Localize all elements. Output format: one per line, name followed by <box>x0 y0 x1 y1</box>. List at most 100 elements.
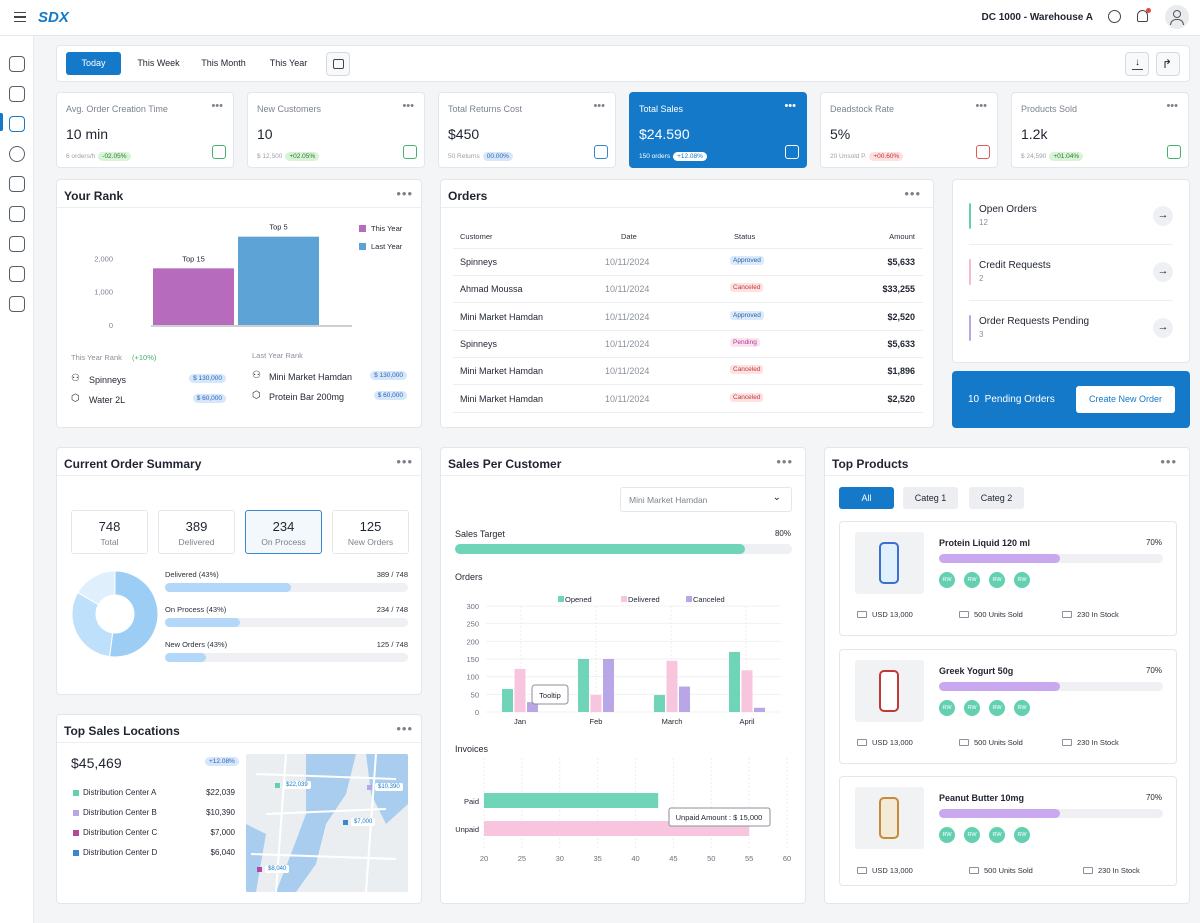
rank-bar[interactable] <box>238 236 319 325</box>
arrow-right-icon[interactable]: → <box>1153 318 1173 338</box>
map-pin[interactable]: $7,000 <box>343 818 376 826</box>
checklist-icon[interactable] <box>9 176 25 192</box>
more-icon[interactable]: ••• <box>1160 454 1177 469</box>
download-button[interactable]: ↓ <box>1125 52 1149 76</box>
location-row[interactable]: Distribution Center A $22,039 <box>73 788 235 800</box>
map-pin[interactable]: $10,390 <box>367 783 403 791</box>
product-card[interactable]: Peanut Butter 10mg 70% RW RW RW RW USD 13,000 5… <box>839 776 1177 886</box>
search-icon[interactable] <box>1108 10 1121 23</box>
customer-select[interactable]: Mini Market Hamdan ⌄ <box>620 487 792 512</box>
kpi-value: 10 <box>257 126 273 142</box>
more-icon[interactable]: ••• <box>396 721 413 736</box>
kpi-card-total-sales[interactable]: Total Sales ••• $24.590 150 orders +12.08… <box>629 92 807 168</box>
summary-on-process[interactable]: 234 On Process <box>245 510 322 554</box>
invoice-bar[interactable] <box>484 793 659 808</box>
orders-bar[interactable] <box>729 651 740 712</box>
more-icon[interactable]: ••• <box>904 186 921 201</box>
bell-icon[interactable] <box>1137 8 1151 22</box>
arrow-right-icon[interactable]: → <box>1153 206 1173 226</box>
table-row[interactable]: Ahmad Moussa 10/11/2024 Canceled $33,255 <box>453 276 923 304</box>
table-row[interactable]: Spinneys 10/11/2024 Pending $5,633 <box>453 331 923 358</box>
more-icon[interactable]: ••• <box>1166 100 1178 112</box>
more-icon[interactable]: ••• <box>776 454 793 469</box>
quick-link-order-requests[interactable]: Order Requests Pending 3 <box>969 315 1179 343</box>
sales-map[interactable]: $22,039 $10,390 $7,000 $8,040 <box>246 754 408 892</box>
analytics-icon[interactable] <box>9 116 25 132</box>
location-row[interactable]: Distribution Center B $10,390 <box>73 808 235 820</box>
home-icon[interactable] <box>9 56 25 72</box>
share-button[interactable]: ↱ <box>1156 52 1180 76</box>
location-row[interactable]: Distribution Center D $6,040 <box>73 848 235 860</box>
kpi-card-deadstock-rate[interactable]: Deadstock Rate ••• 5% 20 Unsold P. +00.60… <box>820 92 998 168</box>
product-card[interactable]: Greek Yogurt 50g 70% RW RW RW RW USD 13,000 500… <box>839 649 1177 764</box>
settings-icon[interactable] <box>9 296 25 312</box>
last-year-rank-label: Last Year Rank <box>252 351 303 360</box>
calendar-button[interactable] <box>326 52 350 76</box>
arrow-right-icon[interactable]: → <box>1153 262 1173 282</box>
product-card[interactable]: Protein Liquid 120 ml 70% RW RW RW RW USD 13,0… <box>839 521 1177 636</box>
more-icon[interactable]: ••• <box>593 100 605 112</box>
box-icon[interactable] <box>9 86 25 102</box>
more-icon[interactable]: ••• <box>975 100 987 112</box>
orders-bar[interactable] <box>502 689 513 712</box>
map-pin[interactable]: $22,039 <box>275 781 311 789</box>
progress-value: 234 / 748 <box>376 605 408 614</box>
summary-total[interactable]: 748 Total <box>71 510 148 554</box>
more-icon[interactable]: ••• <box>784 100 796 112</box>
more-icon[interactable]: ••• <box>402 100 414 112</box>
kpi-card-returns-cost[interactable]: Total Returns Cost ••• $450 50 Returns 00… <box>438 92 616 168</box>
y-tick-label: 2,000 <box>94 254 113 263</box>
orders-bar[interactable] <box>603 659 614 712</box>
orders-bar[interactable] <box>741 670 753 712</box>
orders-bar[interactable] <box>578 659 589 712</box>
discount-icon[interactable] <box>9 236 25 252</box>
tab-this-week[interactable]: This Week <box>137 58 180 68</box>
orders-bar[interactable] <box>754 707 765 712</box>
x-tick-label: 45 <box>669 854 677 863</box>
tab-this-month[interactable]: This Month <box>201 58 246 68</box>
more-icon[interactable]: ••• <box>396 454 413 469</box>
map-pin[interactable]: $8,040 <box>257 865 290 873</box>
brand-logo[interactable]: SDX <box>38 9 69 26</box>
menu-icon[interactable] <box>14 12 26 22</box>
product-pct: 70% <box>1145 538 1162 547</box>
tooltip-text: Tooltip <box>539 691 561 700</box>
orders-bar[interactable] <box>654 695 665 712</box>
table-row[interactable]: Mini Market Hamdan 10/11/2024 Canceled $2,5… <box>453 386 923 413</box>
store-icon[interactable] <box>9 206 25 222</box>
quick-link-open-orders[interactable]: Open Orders 12 <box>969 203 1179 231</box>
table-row[interactable]: Mini Market Hamdan 10/11/2024 Approved $2,5… <box>453 304 923 331</box>
location-row[interactable]: Distribution Center C $7,000 <box>73 828 235 840</box>
tab-this-year[interactable]: This Year <box>269 58 308 68</box>
kpi-foot: 20 Unsold P. +00.60% <box>830 152 904 161</box>
tab-today[interactable]: Today <box>66 52 121 75</box>
network-icon[interactable] <box>9 146 25 162</box>
filter-all[interactable]: All <box>839 487 894 509</box>
donut-slice[interactable] <box>71 591 114 658</box>
orders-bar[interactable] <box>590 695 602 712</box>
quick-link-credit-requests[interactable]: Credit Requests 2 <box>969 259 1179 287</box>
more-icon[interactable]: ••• <box>396 186 413 201</box>
kpi-card-products-sold[interactable]: Products Sold ••• 1.2k $ 24,590 +01.04% <box>1011 92 1189 168</box>
x-tick-label: Feb <box>590 717 603 726</box>
filter-categ-2[interactable]: Categ 2 <box>969 487 1024 509</box>
kpi-card-new-customers[interactable]: New Customers ••• 10 $ 12,500 +02.05% <box>247 92 425 168</box>
donut-slice[interactable] <box>77 571 116 606</box>
orders-bar[interactable] <box>666 660 678 712</box>
orders-bar[interactable] <box>679 686 690 712</box>
summary-new-orders[interactable]: 125 New Orders <box>332 510 409 554</box>
table-row[interactable]: Spinneys 10/11/2024 Approved $5,633 <box>453 249 923 276</box>
table-row[interactable]: Mini Market Hamdan 10/11/2024 Canceled $1,8… <box>453 358 923 386</box>
orders-bar[interactable] <box>514 668 526 712</box>
orders-bar[interactable] <box>527 702 538 712</box>
kpi-card-avg-order-time[interactable]: Avg. Order Creation Time ••• 10 min 6 or… <box>56 92 234 168</box>
more-icon[interactable]: ••• <box>211 100 223 112</box>
rank-bar[interactable] <box>153 268 234 325</box>
donut-slice[interactable] <box>109 571 159 658</box>
truck-icon[interactable] <box>9 266 25 282</box>
warehouse-selector[interactable]: DC 1000 - Warehouse A <box>981 12 1093 23</box>
filter-categ-1[interactable]: Categ 1 <box>903 487 958 509</box>
create-new-order-button[interactable]: Create New Order <box>1076 386 1175 413</box>
summary-delivered[interactable]: 389 Delivered <box>158 510 235 554</box>
avatar[interactable] <box>1165 5 1189 29</box>
